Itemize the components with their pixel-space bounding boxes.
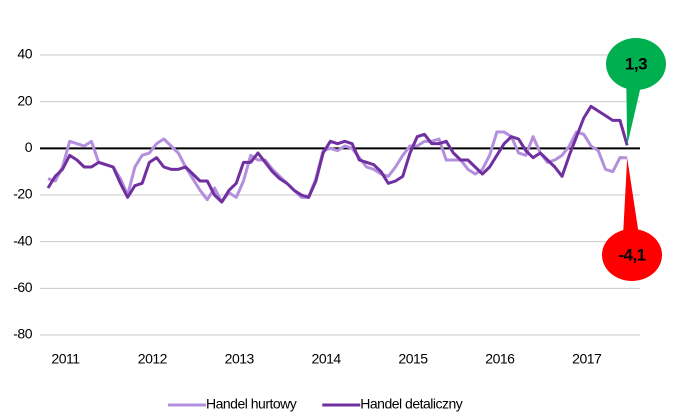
x-tick-label: 2015 bbox=[398, 351, 428, 367]
x-tick-label: 2012 bbox=[138, 351, 168, 367]
y-tick-label: -20 bbox=[13, 186, 32, 202]
legend-label: Handel detaliczny bbox=[360, 396, 463, 412]
callout-label: 1,3 bbox=[625, 54, 647, 73]
callout-label: -4,1 bbox=[618, 245, 645, 264]
y-tick-label: -60 bbox=[13, 279, 32, 295]
legend-label: Handel hurtowy bbox=[206, 396, 297, 412]
callout bbox=[606, 38, 666, 90]
line-series bbox=[46, 104, 629, 204]
callout bbox=[602, 229, 662, 281]
x-tick-label: 2017 bbox=[572, 351, 602, 367]
y-tick-label: 40 bbox=[17, 46, 32, 62]
y-tick-label: 0 bbox=[25, 139, 33, 155]
x-tick-label: 2013 bbox=[225, 351, 255, 367]
y-tick-label: -80 bbox=[13, 326, 32, 342]
x-tick-label: 2016 bbox=[485, 351, 515, 367]
x-tick-label: 2014 bbox=[312, 351, 342, 367]
y-tick-label: -40 bbox=[13, 232, 32, 248]
line-series bbox=[47, 130, 628, 204]
y-tick-label: 20 bbox=[17, 92, 32, 108]
x-tick-label: 2011 bbox=[51, 351, 80, 367]
